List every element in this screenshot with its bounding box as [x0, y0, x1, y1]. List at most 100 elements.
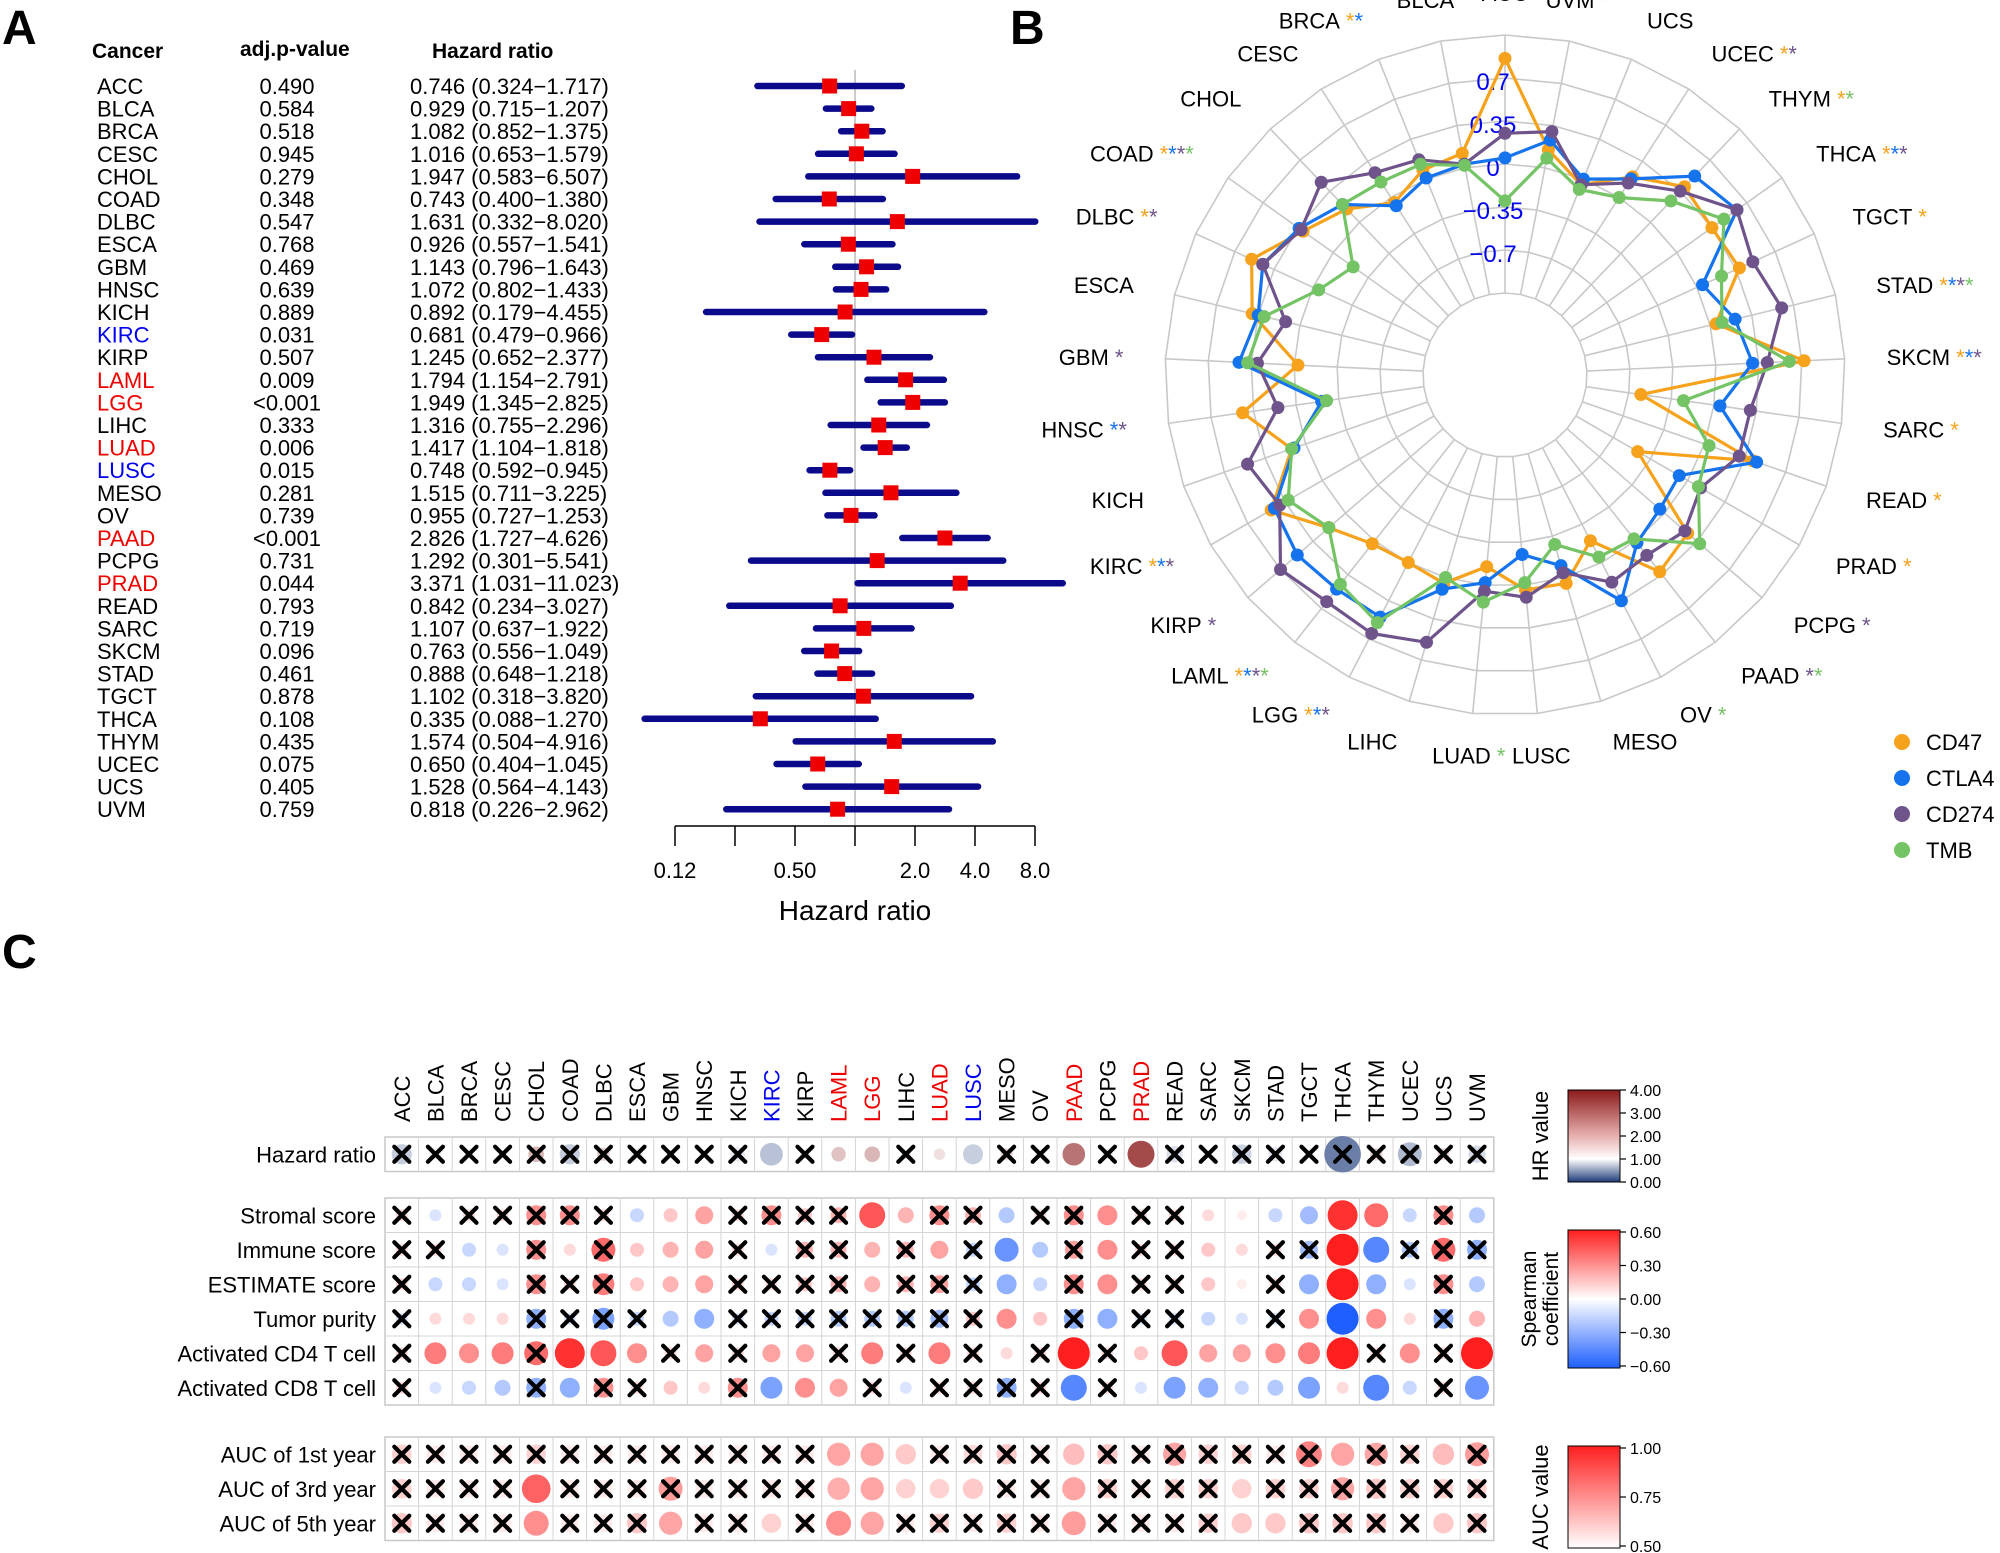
radar-series-point: [1612, 190, 1626, 204]
radar-series-point: [1728, 312, 1742, 326]
forest-cancer-label: UCEC: [97, 752, 159, 777]
radar-series-point: [1320, 394, 1334, 408]
forest-hr-text: 0.818 (0.226−2.962): [410, 797, 609, 822]
matrix-dot: [1135, 1381, 1147, 1394]
matrix-dot: [462, 1242, 476, 1257]
radar-category-name: UCEC: [1712, 42, 1774, 67]
matrix-nonsignificant-mark: [560, 1309, 580, 1329]
radar-series-point: [1732, 261, 1746, 275]
matrix-dot: [1363, 1374, 1390, 1401]
matrix-nonsignificant-mark: [1265, 1309, 1285, 1329]
radar-category-name: BRCA: [1279, 8, 1340, 33]
matrix-dot: [1057, 1337, 1090, 1370]
radar-series-point: [1705, 221, 1719, 235]
forest-point: [855, 688, 871, 704]
radar-category-label: BRCA **: [1279, 8, 1364, 33]
matrix-nonsignificant-mark: [1165, 1240, 1185, 1260]
matrix-nonsignificant-mark: [1366, 1513, 1386, 1533]
forest-hr-text: 0.926 (0.557−1.541): [410, 232, 609, 257]
matrix-dot: [1062, 1477, 1086, 1501]
radar-category-name: CHOL: [1180, 87, 1241, 112]
forest-header-pvalue: adj.p-value: [240, 38, 350, 61]
matrix-dot: [662, 1241, 679, 1258]
matrix-nonsignificant-mark: [593, 1274, 613, 1294]
radar-legend-label: TMB: [1926, 838, 1972, 863]
matrix-nonsignificant-mark: [1198, 1513, 1218, 1533]
matrix-nonsignificant-mark: [1097, 1479, 1117, 1499]
matrix-nonsignificant-mark: [1400, 1479, 1420, 1499]
radar-spoke: [1561, 128, 1741, 317]
forest-pvalue: 0.584: [259, 97, 314, 122]
radar-significance-star: *: [1862, 613, 1871, 638]
radar-significance-star: *: [1965, 273, 1974, 298]
matrix-dot: [1236, 1210, 1247, 1221]
forest-cancer-label: KIRC: [97, 323, 150, 348]
matrix-nonsignificant-mark: [1467, 1479, 1487, 1499]
matrix-nonsignificant-mark: [1030, 1513, 1050, 1533]
forest-cancer-label: READ: [97, 594, 158, 619]
forest-cancer-label: SARC: [97, 616, 158, 641]
matrix-nonsignificant-mark: [1165, 1444, 1185, 1464]
forest-x-tick-label: 4.0: [960, 858, 991, 883]
matrix-column-label: KIRC: [759, 1069, 784, 1122]
legend-tick-label: 0.50: [1630, 1539, 1661, 1553]
radar-series-point: [1389, 199, 1403, 213]
matrix-dot: [429, 1381, 442, 1394]
matrix-nonsignificant-mark: [1433, 1309, 1453, 1329]
forest-pvalue: 0.518: [259, 119, 314, 144]
forest-point: [905, 168, 921, 184]
matrix-dot: [627, 1343, 647, 1364]
radar-series-point: [1678, 524, 1692, 538]
radar-series-point: [1676, 394, 1690, 408]
matrix-dot: [1331, 1442, 1355, 1466]
radar-significance-star: *: [1918, 204, 1927, 229]
matrix-nonsignificant-mark: [1433, 1205, 1453, 1225]
radar-series-point: [1696, 278, 1710, 292]
matrix-nonsignificant-mark: [1165, 1274, 1185, 1294]
matrix-nonsignificant-mark: [963, 1343, 983, 1363]
matrix-nonsignificant-mark: [1400, 1444, 1420, 1464]
forest-pvalue: <0.001: [253, 526, 321, 551]
radar-series-point: [1335, 198, 1349, 212]
matrix-column-label: HNSC: [692, 1060, 717, 1122]
matrix-dot: [760, 1142, 783, 1166]
radar-series-point: [1314, 175, 1328, 189]
matrix-dot: [1469, 1310, 1485, 1327]
radar-series-point: [1664, 194, 1678, 208]
radar-category-name: LUSC: [1512, 743, 1571, 768]
forest-hr-text: 1.515 (0.711−3.225): [410, 481, 607, 506]
matrix-dot: [1236, 1279, 1247, 1290]
radar-significance-star: *: [1814, 663, 1823, 688]
forest-pvalue: 0.878: [259, 684, 314, 709]
radar-series-point: [1476, 595, 1490, 609]
legend-tick-label: −0.30: [1630, 1326, 1671, 1343]
forest-header-cancer: Cancer: [92, 40, 163, 63]
matrix-nonsignificant-mark: [1030, 1205, 1050, 1225]
matrix-nonsignificant-mark: [896, 1274, 916, 1294]
matrix-dot: [795, 1377, 815, 1398]
matrix-nonsignificant-mark: [627, 1479, 647, 1499]
forest-plot: ACC 0.490 0.746 (0.324−1.717) BLCA 0.584 0.92…: [97, 70, 1066, 883]
matrix-dot: [496, 1312, 509, 1325]
radar-grid-ring: [1293, 163, 1717, 586]
radar-significance-star: *: [1933, 488, 1942, 513]
radar-category-name: SKCM: [1887, 345, 1951, 370]
radar-category-label: PAAD **: [1741, 663, 1823, 688]
radar-category-name: TGCT: [1852, 204, 1912, 229]
forest-x-tick-label: 0.50: [774, 858, 817, 883]
radar-category-label: UCEC **: [1712, 42, 1798, 67]
legend-tick-label: 0.30: [1630, 1259, 1661, 1276]
matrix-dot: [663, 1208, 678, 1223]
forest-hr-text: 1.794 (1.154−2.791): [410, 368, 609, 393]
radar-series-point: [1583, 534, 1597, 548]
radar-category-name: UVM: [1546, 0, 1595, 13]
forest-cancer-label: GBM: [97, 255, 147, 280]
matrix-nonsignificant-mark: [1030, 1479, 1050, 1499]
matrix-nonsignificant-mark: [1400, 1240, 1420, 1260]
forest-point: [841, 101, 857, 117]
radar-series-point: [1419, 171, 1433, 185]
matrix-nonsignificant-mark: [392, 1309, 412, 1329]
matrix-nonsignificant-mark: [560, 1274, 580, 1294]
matrix-nonsignificant-mark: [997, 1479, 1017, 1499]
matrix-dot: [765, 1243, 778, 1256]
